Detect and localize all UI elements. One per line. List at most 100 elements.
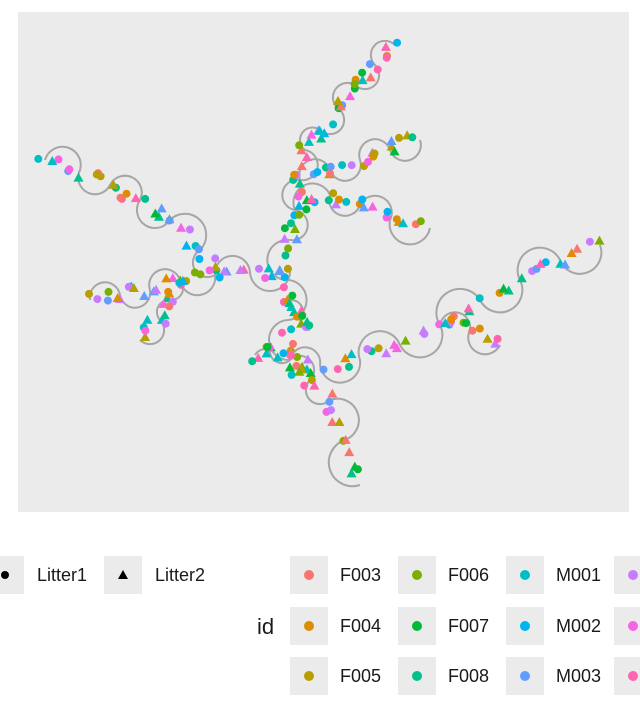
tip-point-231 xyxy=(327,406,335,415)
tip-point-94 xyxy=(408,133,417,142)
tip-point-120 xyxy=(112,292,123,302)
tip-point-225 xyxy=(300,381,309,390)
tip-point-154 xyxy=(34,154,43,163)
tip-point-186 xyxy=(400,335,411,345)
tip-point-4 xyxy=(278,328,286,337)
tip-point-249 xyxy=(248,357,257,366)
tip-point-166 xyxy=(142,314,153,324)
tip-point-151 xyxy=(65,165,74,174)
tip-point-122 xyxy=(104,287,113,296)
tip-point-18 xyxy=(287,219,295,228)
branch-10 xyxy=(254,348,291,365)
tip-point-133 xyxy=(176,222,187,232)
legend-label-color-6: M001 xyxy=(556,565,602,585)
circle-icon xyxy=(1,571,9,579)
tip-point-126 xyxy=(205,266,214,275)
tip-point-176 xyxy=(333,365,342,374)
tip-point-124 xyxy=(85,289,93,298)
tip-point-111 xyxy=(167,273,178,283)
tip-point-16 xyxy=(280,224,289,233)
tip-point-229 xyxy=(327,388,338,398)
legend-label-color-2: F005 xyxy=(340,666,382,686)
tip-point-33 xyxy=(316,133,327,143)
tip-point-66 xyxy=(358,202,369,212)
tip-point-178 xyxy=(345,362,353,371)
tip-point-199 xyxy=(493,334,502,343)
tip-point-221 xyxy=(292,361,301,370)
tip-point-167 xyxy=(140,332,151,342)
tip-point-198 xyxy=(490,338,501,348)
legend-label-color-5: F008 xyxy=(448,666,490,686)
tip-point-149 xyxy=(73,172,84,182)
tip-point-20 xyxy=(295,210,304,219)
triangle-icon xyxy=(118,570,128,579)
tip-point-2 xyxy=(289,339,297,348)
tip-point-103 xyxy=(219,266,230,276)
tip-point-259 xyxy=(305,321,314,330)
tip-point-205 xyxy=(475,294,484,303)
tip-point-37 xyxy=(329,120,338,129)
tip-point-153 xyxy=(47,155,58,165)
tip-point-152 xyxy=(54,155,63,164)
tip-point-91 xyxy=(386,135,397,145)
tip-point-209 xyxy=(516,273,527,283)
legend-label-color-1: F004 xyxy=(340,616,382,636)
tip-point-142 xyxy=(116,193,125,202)
tip-point-223 xyxy=(294,366,305,376)
tip-point-82 xyxy=(338,161,347,170)
tip-point-36 xyxy=(314,125,325,135)
tip-point-215 xyxy=(560,259,571,269)
tip-point-118 xyxy=(128,283,139,293)
tip-point-114 xyxy=(151,284,162,294)
legend-label-color-8: M003 xyxy=(556,666,602,686)
tip-point-252 xyxy=(284,298,295,308)
tip-point-123 xyxy=(93,295,102,304)
branch-6 xyxy=(139,279,185,346)
tip-point-181 xyxy=(363,345,372,354)
tip-point-28 xyxy=(301,152,312,162)
legend-key-color-4 xyxy=(398,607,436,645)
tip-point-169 xyxy=(141,326,150,335)
tip-point-50 xyxy=(373,65,382,74)
tip-point-8 xyxy=(279,283,288,292)
tip-point-26 xyxy=(290,170,299,179)
tip-point-48 xyxy=(365,72,376,82)
tip-point-121 xyxy=(103,296,112,305)
tip-point-67 xyxy=(367,201,378,211)
tip-point-246 xyxy=(261,348,272,358)
tip-point-179 xyxy=(346,349,357,359)
legend-key-color-7 xyxy=(506,607,544,645)
legend-key-color-5 xyxy=(398,657,436,695)
tip-point-13 xyxy=(284,244,293,253)
tip-point-247 xyxy=(263,343,272,352)
tip-point-202 xyxy=(447,315,456,324)
tip-point-143 xyxy=(122,189,131,198)
tip-point-188 xyxy=(420,329,429,338)
tip-point-219 xyxy=(594,235,605,245)
tip-point-98 xyxy=(261,274,270,282)
tip-point-132 xyxy=(185,225,194,234)
tip-point-41 xyxy=(333,95,344,105)
tip-point-127 xyxy=(211,254,220,263)
tip-point-159 xyxy=(164,288,175,298)
legend-key-litter1 xyxy=(0,556,24,594)
tip-point-183 xyxy=(381,348,392,358)
tip-point-204 xyxy=(463,303,474,313)
plot-panel xyxy=(18,12,629,512)
tip-point-196 xyxy=(468,326,477,335)
tip-point-216 xyxy=(566,248,577,258)
tip-point-233 xyxy=(334,416,345,426)
tip-point-40 xyxy=(335,101,346,111)
legend-label-color-3: F006 xyxy=(448,565,490,585)
tip-point-104 xyxy=(215,273,224,282)
legend-key-color-1 xyxy=(290,607,328,645)
tip-point-14 xyxy=(279,233,290,243)
tip-point-220 xyxy=(293,353,302,361)
tip-point-250 xyxy=(288,291,297,300)
tip-point-99 xyxy=(255,264,263,273)
tip-point-140 xyxy=(130,193,141,203)
tip-point-85 xyxy=(364,157,372,166)
shape-legend: Litter1 Litter2 xyxy=(0,556,250,596)
tip-point-148 xyxy=(92,170,101,179)
tip-point-208 xyxy=(498,283,509,293)
